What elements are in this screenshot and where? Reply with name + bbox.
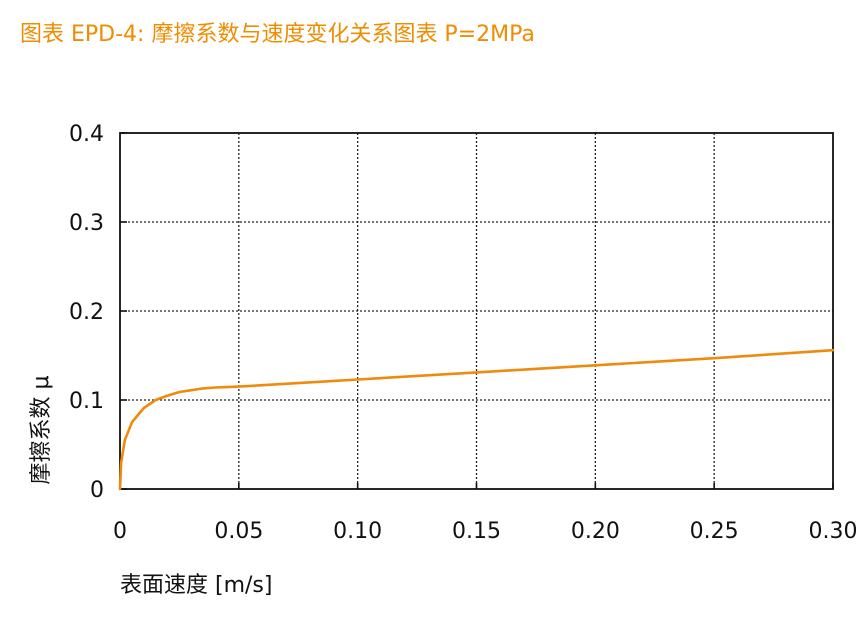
x-axis-label: 表面速度 [m/s] <box>120 573 272 598</box>
y-tick-label: 0.3 <box>69 211 104 236</box>
x-tick-label: 0.05 <box>214 519 263 544</box>
series-layer <box>118 348 835 491</box>
chart-title: 图表 EPD-4: 摩擦系数与速度变化关系图表 P=2MPa <box>20 22 535 47</box>
x-tick-label: 0.10 <box>333 519 382 544</box>
x-tick-label: 0.30 <box>809 519 858 544</box>
x-tick-label: 0 <box>113 519 127 544</box>
x-tick-label: 0.15 <box>452 519 501 544</box>
y-tick-label: 0.2 <box>69 300 104 325</box>
y-ticks: 0 0.1 0.2 0.3 0.4 <box>69 122 127 503</box>
x-ticks: 0 0.05 0.10 0.15 0.20 0.25 0.30 <box>113 483 857 544</box>
series-line <box>118 348 835 491</box>
grid-lines <box>120 133 833 489</box>
y-tick-label: 0.4 <box>69 122 104 147</box>
y-tick-label: 0 <box>90 478 104 503</box>
x-tick-label: 0.20 <box>571 519 620 544</box>
x-tick-label: 0.25 <box>690 519 739 544</box>
y-tick-label: 0.1 <box>69 389 104 414</box>
y-axis-label: 摩擦系数 μ <box>29 376 54 485</box>
